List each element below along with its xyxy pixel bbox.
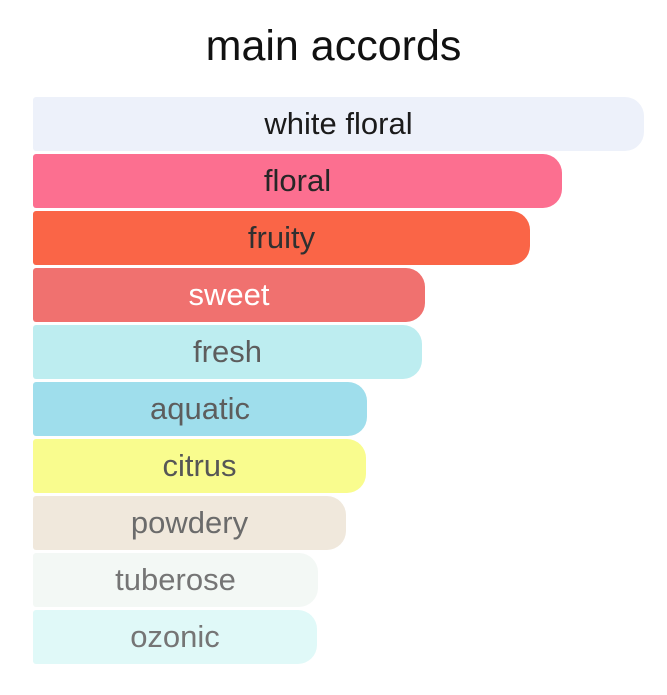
- accord-bar-sweet: sweet: [33, 268, 425, 322]
- chart-title: main accords: [205, 22, 462, 70]
- accord-bar-tuberose: tuberose: [33, 553, 318, 607]
- accord-bar-fruity: fruity: [33, 211, 530, 265]
- accord-label: sweet: [188, 276, 270, 312]
- accord-label: fruity: [247, 219, 316, 255]
- accord-label: ozonic: [130, 618, 220, 654]
- accord-label: white floral: [264, 105, 413, 141]
- accord-label: floral: [263, 162, 332, 198]
- accord-bar-ozonic: ozonic: [33, 610, 317, 664]
- accord-bar-powdery: powdery: [33, 496, 346, 550]
- accord-bar-citrus: citrus: [33, 439, 366, 493]
- accord-bar-floral: floral: [33, 154, 562, 208]
- accords-bar-chart: white floral floral fruity sweet fresh a…: [33, 97, 667, 664]
- accord-label: tuberose: [115, 561, 236, 597]
- accord-label: citrus: [162, 447, 237, 483]
- accord-bar-aquatic: aquatic: [33, 382, 367, 436]
- accord-label: aquatic: [150, 390, 250, 426]
- accord-bar-white-floral: white floral: [33, 97, 644, 151]
- accord-label: powdery: [130, 504, 249, 540]
- accord-label: fresh: [193, 333, 262, 369]
- accord-bar-fresh: fresh: [33, 325, 422, 379]
